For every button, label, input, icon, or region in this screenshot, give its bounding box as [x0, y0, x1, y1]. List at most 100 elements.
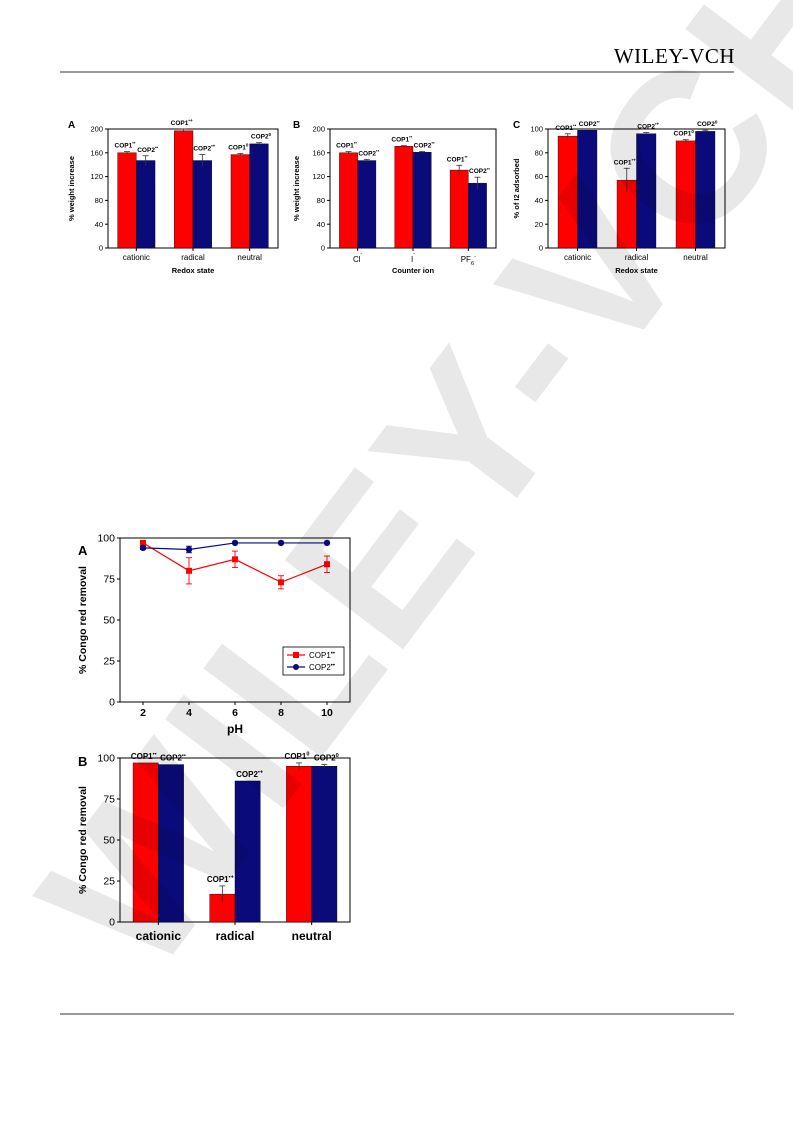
panel-label: A: [68, 120, 75, 131]
bar: [136, 160, 156, 249]
bar: [557, 135, 578, 249]
legend-box: [282, 646, 345, 676]
bar-annotation: COP2•+: [637, 122, 659, 131]
bar-annotation: COP20: [251, 132, 272, 141]
x-tick-label: 2: [140, 707, 146, 719]
bar-annotation: COP1••: [115, 141, 136, 150]
legend-label: COP1••: [309, 651, 335, 660]
x-tick-label: 6: [232, 707, 238, 719]
bar: [158, 764, 184, 923]
bar-annotation: COP1••: [336, 141, 357, 150]
y-tick-label: 100: [530, 125, 543, 134]
y-tick-label: 75: [103, 794, 115, 806]
bar-annotation: COP1••: [447, 154, 468, 163]
footer-rule: [60, 1013, 734, 1015]
bar-annotation: COP2••: [358, 148, 379, 157]
y-tick-label: 120: [312, 172, 325, 181]
header-rule: [60, 71, 734, 73]
y-tick-label: 0: [109, 697, 115, 709]
data-point: [140, 539, 146, 546]
x-tick-label: 4: [186, 707, 192, 719]
y-axis-label: % Congo red removal: [77, 786, 89, 894]
bar-annotation: COP1••: [555, 123, 576, 132]
bar: [234, 780, 261, 923]
bar-annotation: COP2••: [469, 166, 490, 175]
bar: [394, 146, 414, 249]
panel-label: B: [293, 120, 300, 131]
x-tick-label: cationic: [564, 253, 591, 262]
y-tick-label: 75: [103, 574, 115, 586]
bar: [117, 152, 137, 249]
y-tick-label: 40: [317, 220, 325, 229]
y-tick-label: 200: [312, 125, 325, 134]
data-point: [277, 539, 285, 547]
bar-annotation: COP10: [228, 142, 249, 151]
x-axis-label: Redox state: [172, 266, 215, 275]
bar: [577, 129, 598, 249]
x-tick-label: radical: [181, 253, 205, 262]
x-tick-label: neutral: [292, 929, 332, 943]
legend-marker: [293, 652, 299, 658]
data-point: [323, 539, 331, 547]
bar-annotation: COP2•+: [236, 769, 264, 779]
bar-annotation: COP1•+: [171, 118, 193, 127]
y-tick-label: 50: [103, 835, 115, 847]
bar-annotation: COP10: [285, 751, 310, 761]
bar-annotation: COP10: [674, 129, 695, 138]
x-tick-label: radical: [216, 929, 255, 943]
x-tick-label: neutral: [237, 253, 262, 262]
bar-annotation: COP2•+: [193, 144, 215, 153]
bar-annotation: COP20: [697, 119, 718, 128]
y-tick-label: 20: [535, 220, 543, 229]
y-tick-label: 160: [90, 148, 103, 157]
bar: [311, 766, 338, 923]
y-tick-label: 200: [90, 125, 103, 134]
y-tick-label: 25: [103, 656, 115, 668]
y-tick-label: 0: [99, 244, 103, 253]
y-tick-label: 80: [317, 196, 325, 205]
bar: [675, 140, 696, 249]
bar: [636, 133, 657, 249]
bar-annotation: COP20: [314, 753, 339, 763]
y-tick-label: 0: [539, 244, 543, 253]
x-axis-label: pH: [227, 722, 243, 736]
y-tick-label: 120: [90, 172, 103, 181]
publisher-logo: WILEY-VCH: [613, 44, 735, 68]
bar: [230, 154, 250, 249]
y-tick-label: 80: [95, 196, 103, 205]
y-tick-label: 160: [312, 148, 325, 157]
data-point: [278, 579, 284, 586]
y-tick-label: 80: [535, 148, 543, 157]
bar: [132, 762, 159, 923]
x-tick-label: 10: [321, 707, 333, 719]
bar: [192, 160, 212, 249]
bar: [468, 182, 487, 249]
bar: [249, 143, 269, 249]
y-tick-label: 50: [103, 615, 115, 627]
y-axis-label: % weight increase: [67, 156, 76, 221]
bar: [449, 169, 469, 249]
y-axis-label: % of I2 adsorbed: [512, 158, 521, 218]
bar-annotation: COP2••: [137, 145, 158, 154]
data-point: [139, 544, 147, 552]
bar: [286, 766, 312, 923]
x-tick-label: Cl-: [353, 251, 363, 264]
y-tick-label: 0: [321, 244, 325, 253]
legend-label: COP2••: [309, 663, 335, 672]
x-tick-label: PF6-: [461, 254, 476, 267]
x-tick-label: I-: [411, 251, 415, 264]
data-point: [232, 556, 238, 563]
chart-congo-red-ph: 0 25 50 75 100 % Congo red removal A 2 4 6 8 10 pH CO…: [77, 533, 351, 736]
bar-annotation: COP2••: [579, 119, 600, 128]
y-tick-label: 40: [95, 220, 103, 229]
x-tick-label: 8: [278, 707, 284, 719]
data-point: [186, 567, 192, 574]
y-tick-label: 60: [535, 172, 543, 181]
y-tick-label: 40: [535, 196, 543, 205]
y-axis-label: % weight increase: [292, 156, 301, 221]
bar: [357, 160, 377, 249]
